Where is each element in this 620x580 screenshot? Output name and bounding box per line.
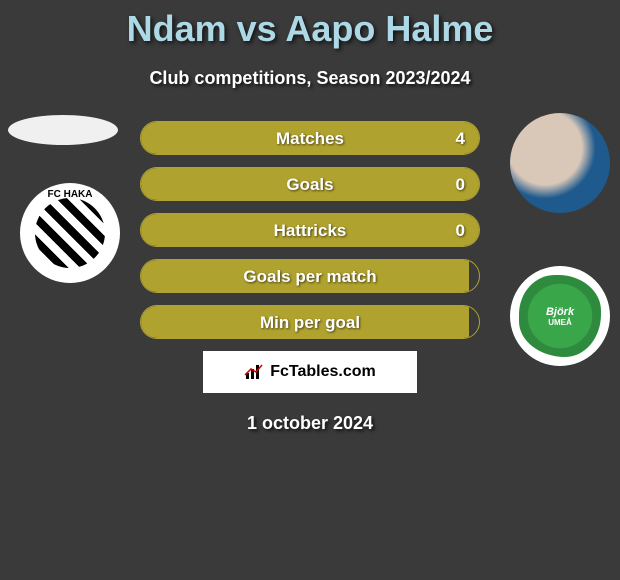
bar-row: Min per goal (140, 305, 480, 339)
bar-row: Matches 4 (140, 121, 480, 155)
comparison-chart: FC HAKA Björk UMEÅ Matches 4 Goals 0 Hat… (0, 121, 620, 434)
date-label: 1 october 2024 (0, 413, 620, 434)
bar-value: 4 (456, 122, 465, 155)
subtitle: Club competitions, Season 2023/2024 (0, 68, 620, 89)
club1-logo-inner (35, 198, 105, 268)
club2-logo-inner: Björk UMEÅ (519, 275, 601, 357)
club2-label-1: Björk (546, 306, 574, 318)
bar-label: Goals (141, 168, 479, 201)
barchart-icon (244, 363, 266, 381)
bar-label: Min per goal (141, 306, 479, 339)
club1-logo: FC HAKA (20, 183, 120, 283)
watermark-text: FcTables.com (270, 363, 376, 381)
player2-photo (510, 113, 610, 213)
page-title: Ndam vs Aapo Halme (0, 0, 620, 50)
watermark: FcTables.com (203, 351, 417, 393)
bar-value: 0 (456, 168, 465, 201)
bar-label: Goals per match (141, 260, 479, 293)
bar-label: Hattricks (141, 214, 479, 247)
bars-container: Matches 4 Goals 0 Hattricks 0 Goals per … (140, 121, 480, 339)
bar-row: Hattricks 0 (140, 213, 480, 247)
bar-value: 0 (456, 214, 465, 247)
bar-row: Goals per match (140, 259, 480, 293)
player1-photo (8, 115, 118, 145)
club2-label-2: UMEÅ (548, 318, 572, 327)
bar-label: Matches (141, 122, 479, 155)
bar-row: Goals 0 (140, 167, 480, 201)
club2-logo: Björk UMEÅ (510, 266, 610, 366)
